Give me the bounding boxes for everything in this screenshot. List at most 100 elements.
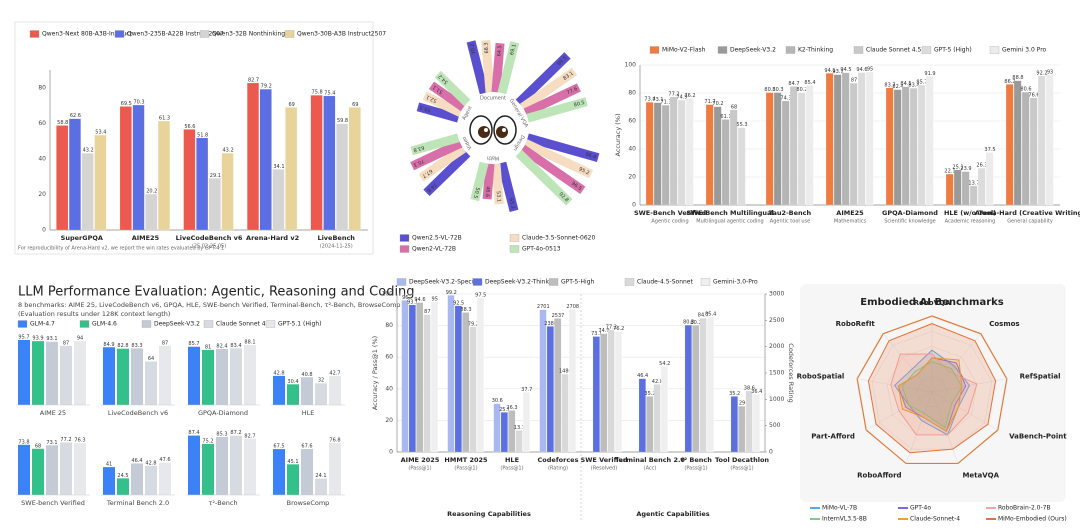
bar [230, 435, 242, 495]
legend-swatch [399, 245, 410, 253]
data-label: 45.1 [287, 459, 298, 465]
legend-label: GPT-4o [910, 505, 931, 512]
radar-spoke [905, 391, 933, 464]
radial-bar [422, 91, 463, 117]
pupil [478, 126, 490, 138]
bar [833, 74, 842, 206]
data-label: 96.5 [570, 181, 583, 192]
radial-bar-group: 67.7 [418, 144, 466, 182]
group-label: Agentic Capabilities [636, 510, 709, 518]
bar [310, 95, 323, 231]
data-label: 80.3 [764, 87, 775, 93]
legend-swatch [472, 278, 483, 286]
group-label: Reasoning Capabilities [447, 510, 531, 518]
bar [729, 109, 738, 206]
chart-title: LLM Performance Evaluation: Agentic, Rea… [18, 285, 415, 300]
bar [781, 100, 790, 206]
bar [208, 178, 221, 231]
data-label: 69.5 [121, 101, 132, 107]
bar [909, 88, 918, 206]
bar [301, 449, 313, 495]
x-tick-label: HLE [505, 456, 519, 464]
data-label: 96.4 [585, 152, 597, 161]
data-label: 37.5 [984, 147, 995, 153]
data-label: 2701 [537, 304, 550, 310]
bar [202, 443, 214, 495]
bar [329, 375, 341, 405]
legend-label: DeepSeek-V3.2 [154, 321, 200, 328]
legend-swatch [203, 320, 214, 328]
bar [18, 339, 30, 405]
bar [315, 383, 327, 405]
data-label: 43.2 [83, 148, 94, 154]
legend-label: GPT-5-High [561, 279, 595, 286]
bar [1021, 92, 1030, 206]
legend-label: Qwen3-32B Nonthinking [212, 31, 285, 38]
radial-bar-group: 70.3 [410, 139, 463, 171]
legend-swatch [853, 46, 864, 54]
data-label: 69.1 [509, 44, 518, 56]
x-tick-label: SWE Verified [581, 456, 628, 464]
bar [273, 375, 285, 405]
bar [607, 329, 615, 453]
data-label: 83.7 [884, 82, 895, 88]
y-tick-label: 80 [385, 322, 393, 329]
legend-label: RoboBrain-2.0-7B [998, 505, 1051, 512]
bar [221, 153, 234, 231]
bar [423, 314, 431, 453]
legend-swatch [717, 46, 728, 54]
bar [454, 305, 462, 453]
data-label: 55.3 [736, 122, 747, 128]
bar [32, 448, 44, 495]
data-label: 95 [867, 67, 873, 73]
data-label: 68.3 [483, 42, 490, 54]
data-label: 96 [402, 295, 408, 301]
x-tick-label: Arena-Hard v2 [246, 234, 299, 242]
data-label: 67.6 [301, 444, 312, 450]
radial-bar [497, 161, 519, 213]
y-tick-label: 20 [628, 174, 636, 181]
bar [857, 72, 866, 206]
radial-bar [410, 139, 463, 171]
radial-bar-group: 96.4 [526, 133, 600, 162]
panel-label: AIME 25 [40, 409, 66, 417]
bar [953, 169, 962, 206]
bar [752, 394, 760, 453]
radial-bar [515, 52, 571, 107]
data-label: 23.9 [960, 166, 971, 172]
bar [159, 462, 171, 495]
legend-label: MiMo-V2-Flash [662, 47, 706, 54]
bar [18, 444, 30, 495]
bar [196, 137, 209, 231]
data-label: 85.4 [804, 80, 815, 86]
data-label: 83.1 [562, 71, 575, 82]
bar [103, 467, 115, 495]
data-label: 83.3 [131, 343, 142, 349]
x-tick-note: (Pass@1) [408, 466, 431, 472]
legend-swatch [624, 278, 635, 286]
bar [945, 173, 954, 206]
x-tick-note: Agentic coding [651, 219, 688, 225]
bar [247, 82, 259, 231]
bar [329, 442, 341, 495]
data-label: 42.8 [145, 460, 156, 466]
radar-spoke [931, 391, 998, 431]
x-tick-label: HMMT 2025 [444, 456, 488, 464]
data-label: 82.7 [244, 433, 255, 439]
category-label: Document [480, 96, 506, 102]
data-label: 55.3 [419, 104, 431, 113]
bar [713, 106, 722, 206]
data-label: 94.5 [840, 67, 851, 73]
x-tick-label: τ² Bench [680, 456, 712, 464]
bar [202, 349, 214, 405]
x-tick-note: (Pass@1) [500, 466, 523, 472]
data-label: 47.6 [159, 457, 170, 463]
data-label: 80.2 [690, 320, 701, 326]
x-tick-label: Tool Decathlon [715, 456, 769, 464]
data-label: 99.2 [446, 290, 457, 296]
bar [865, 71, 874, 206]
data-label: 64 [148, 356, 154, 362]
radial-bar-group: 80.5 [526, 97, 588, 123]
data-label: 53.4 [95, 130, 106, 136]
bar [705, 104, 714, 206]
